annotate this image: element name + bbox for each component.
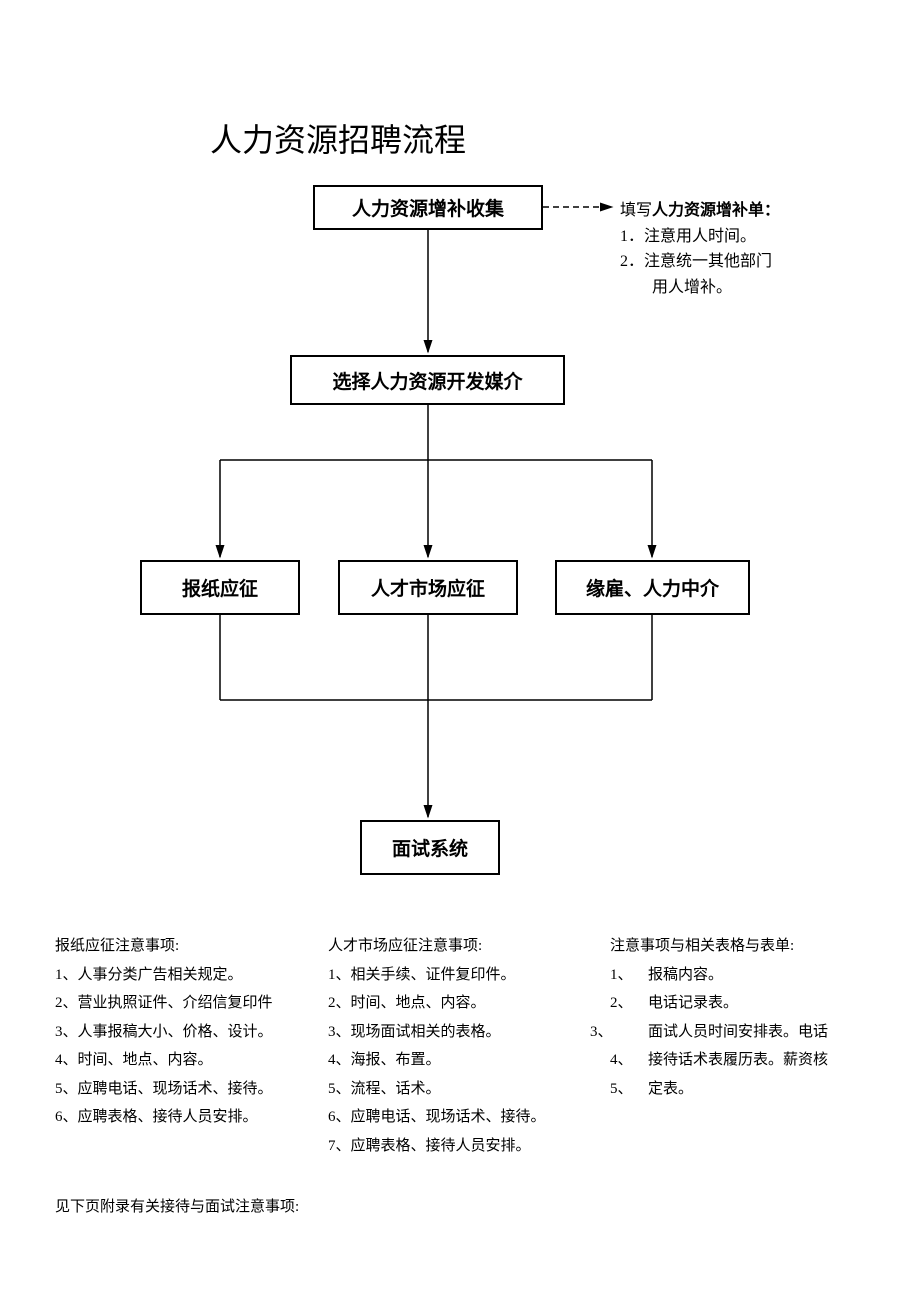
col3-num: 3、 bbox=[590, 1018, 628, 1047]
column-forms-notes: 注意事项与相关表格与表单: 1、 报稿内容。 2、 电话记录表。 3、 面试人员… bbox=[610, 932, 828, 1103]
col1-item: 3、人事报稿大小、价格、设计。 bbox=[55, 1018, 273, 1047]
side-note-line2: 1．注意用人时间。 bbox=[620, 224, 780, 250]
col3-row: 2、 电话记录表。 bbox=[610, 989, 828, 1018]
col3-text: 报稿内容。 bbox=[648, 961, 723, 990]
box-agency-label: 缘雇、人力中介 bbox=[586, 574, 719, 601]
col2-title: 人才市场应征注意事项: bbox=[328, 932, 546, 961]
box-interview: 面试系统 bbox=[360, 820, 500, 875]
col3-num: 2、 bbox=[610, 989, 648, 1018]
box-agency: 缘雇、人力中介 bbox=[555, 560, 750, 615]
col2-item: 7、应聘表格、接待人员安排。 bbox=[328, 1132, 546, 1161]
col3-row: 3、 面试人员时间安排表。电话 bbox=[610, 1018, 828, 1047]
col3-title: 注意事项与相关表格与表单: bbox=[610, 932, 828, 961]
side-note-line4: 用人增补。 bbox=[620, 275, 780, 301]
footer-note: 见下页附录有关接待与面试注意事项: bbox=[55, 1195, 299, 1216]
column-market-notes: 人才市场应征注意事项: 1、相关手续、证件复印件。 2、时间、地点、内容。 3、… bbox=[328, 932, 546, 1160]
col2-item: 6、应聘电话、现场话术、接待。 bbox=[328, 1103, 546, 1132]
box-media-label: 选择人力资源开发媒介 bbox=[332, 367, 522, 394]
box-collect-label: 人力资源增补收集 bbox=[352, 194, 504, 221]
side-note-line3: 2．注意统一其他部门 bbox=[620, 249, 780, 275]
col1-item: 6、应聘表格、接待人员安排。 bbox=[55, 1103, 273, 1132]
col1-item: 2、营业执照证件、介绍信复印件 bbox=[55, 989, 273, 1018]
side-note: 填写人力资源增补单： 1．注意用人时间。 2．注意统一其他部门 用人增补。 bbox=[620, 198, 780, 300]
col3-row: 4、 接待话术表履历表。薪资核 bbox=[610, 1046, 828, 1075]
col2-item: 2、时间、地点、内容。 bbox=[328, 989, 546, 1018]
col3-text: 电话记录表。 bbox=[648, 989, 738, 1018]
box-newspaper-label: 报纸应征 bbox=[182, 574, 258, 601]
side-note-line1: 填写人力资源增补单： bbox=[620, 198, 780, 224]
col3-text: 接待话术表履历表。薪资核 bbox=[648, 1046, 828, 1075]
col1-item: 5、应聘电话、现场话术、接待。 bbox=[55, 1075, 273, 1104]
side-note-prefix: 填写 bbox=[620, 202, 652, 219]
col3-text: 定表。 bbox=[648, 1075, 693, 1104]
col1-title: 报纸应征注意事项: bbox=[55, 932, 273, 961]
box-media: 选择人力资源开发媒介 bbox=[290, 355, 565, 405]
col3-num: 1、 bbox=[610, 961, 648, 990]
box-market-label: 人才市场应征 bbox=[371, 574, 485, 601]
box-market: 人才市场应征 bbox=[338, 560, 518, 615]
column-newspaper-notes: 报纸应征注意事项: 1、人事分类广告相关规定。 2、营业执照证件、介绍信复印件 … bbox=[55, 932, 273, 1132]
col2-item: 3、现场面试相关的表格。 bbox=[328, 1018, 546, 1047]
col2-item: 5、流程、话术。 bbox=[328, 1075, 546, 1104]
page-title: 人力资源招聘流程 bbox=[210, 115, 466, 161]
col3-row: 5、 定表。 bbox=[610, 1075, 828, 1104]
col3-row: 1、 报稿内容。 bbox=[610, 961, 828, 990]
col2-item: 4、海报、布置。 bbox=[328, 1046, 546, 1075]
box-collect: 人力资源增补收集 bbox=[313, 185, 543, 230]
col3-text: 面试人员时间安排表。电话 bbox=[648, 1018, 828, 1047]
col1-item: 1、人事分类广告相关规定。 bbox=[55, 961, 273, 990]
box-newspaper: 报纸应征 bbox=[140, 560, 300, 615]
col2-item: 1、相关手续、证件复印件。 bbox=[328, 961, 546, 990]
col3-num: 4、 bbox=[610, 1046, 648, 1075]
col1-item: 4、时间、地点、内容。 bbox=[55, 1046, 273, 1075]
col3-num: 5、 bbox=[610, 1075, 648, 1104]
side-note-bold: 人力资源增补单： bbox=[652, 202, 780, 219]
box-interview-label: 面试系统 bbox=[392, 834, 468, 861]
